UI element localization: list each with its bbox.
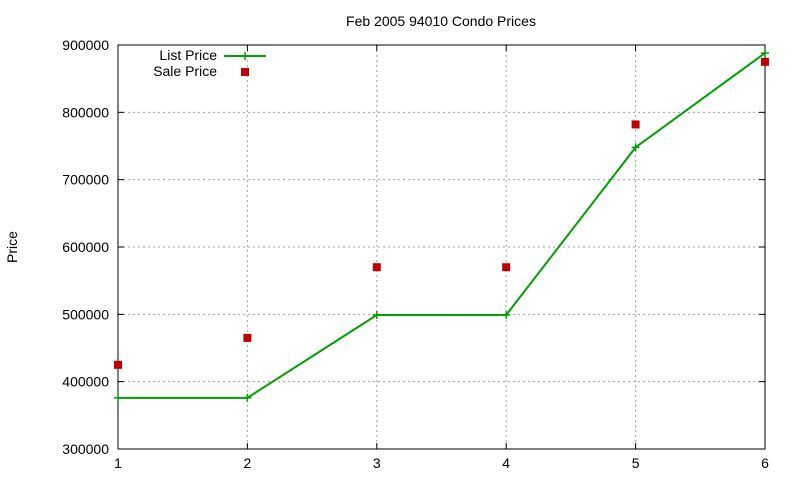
sale-price-point — [631, 120, 640, 129]
legend-swatch-sale-price — [241, 68, 249, 76]
y-tick-label: 700000 — [62, 172, 109, 188]
x-axis-ticks: 1 2 3 4 5 6 — [114, 45, 769, 471]
y-tick-label: 800000 — [62, 104, 109, 120]
x-tick-label: 6 — [761, 455, 769, 471]
plot-frame — [117, 44, 766, 450]
list-price-point — [761, 49, 769, 58]
grid — [118, 45, 765, 449]
list-price-point — [372, 311, 381, 320]
y-tick-label: 500000 — [62, 306, 109, 322]
y-tick-label: 600000 — [62, 239, 109, 255]
list-price-line — [118, 52, 766, 399]
legend-label-list-price: List Price — [159, 47, 217, 63]
x-tick-label: 5 — [632, 455, 640, 471]
y-axis-label: Price — [4, 231, 20, 263]
sale-price-point — [502, 263, 511, 272]
list-price-point — [631, 143, 640, 152]
list-price-point — [114, 393, 122, 402]
list-price-point — [502, 311, 511, 320]
x-tick-label: 3 — [373, 455, 381, 471]
series-layer — [114, 49, 769, 402]
x-tick-label: 1 — [114, 455, 122, 471]
x-tick-label: 4 — [502, 455, 510, 471]
list-price-point — [243, 393, 252, 402]
sale-price-point — [372, 263, 381, 272]
x-tick-label: 2 — [244, 455, 252, 471]
sale-price-point — [114, 360, 122, 369]
y-axis-ticks: 300000 400000 500000 600000 700000 800000 9000… — [62, 37, 765, 457]
legend-label-sale-price: Sale Price — [153, 63, 217, 79]
y-tick-label: 400000 — [62, 374, 109, 390]
y-tick-label: 900000 — [62, 37, 109, 53]
sale-price-point — [243, 333, 252, 342]
y-tick-label: 300000 — [62, 441, 109, 457]
chart-title: Feb 2005 94010 Condo Prices — [346, 13, 536, 29]
sale-price-point — [761, 57, 769, 66]
